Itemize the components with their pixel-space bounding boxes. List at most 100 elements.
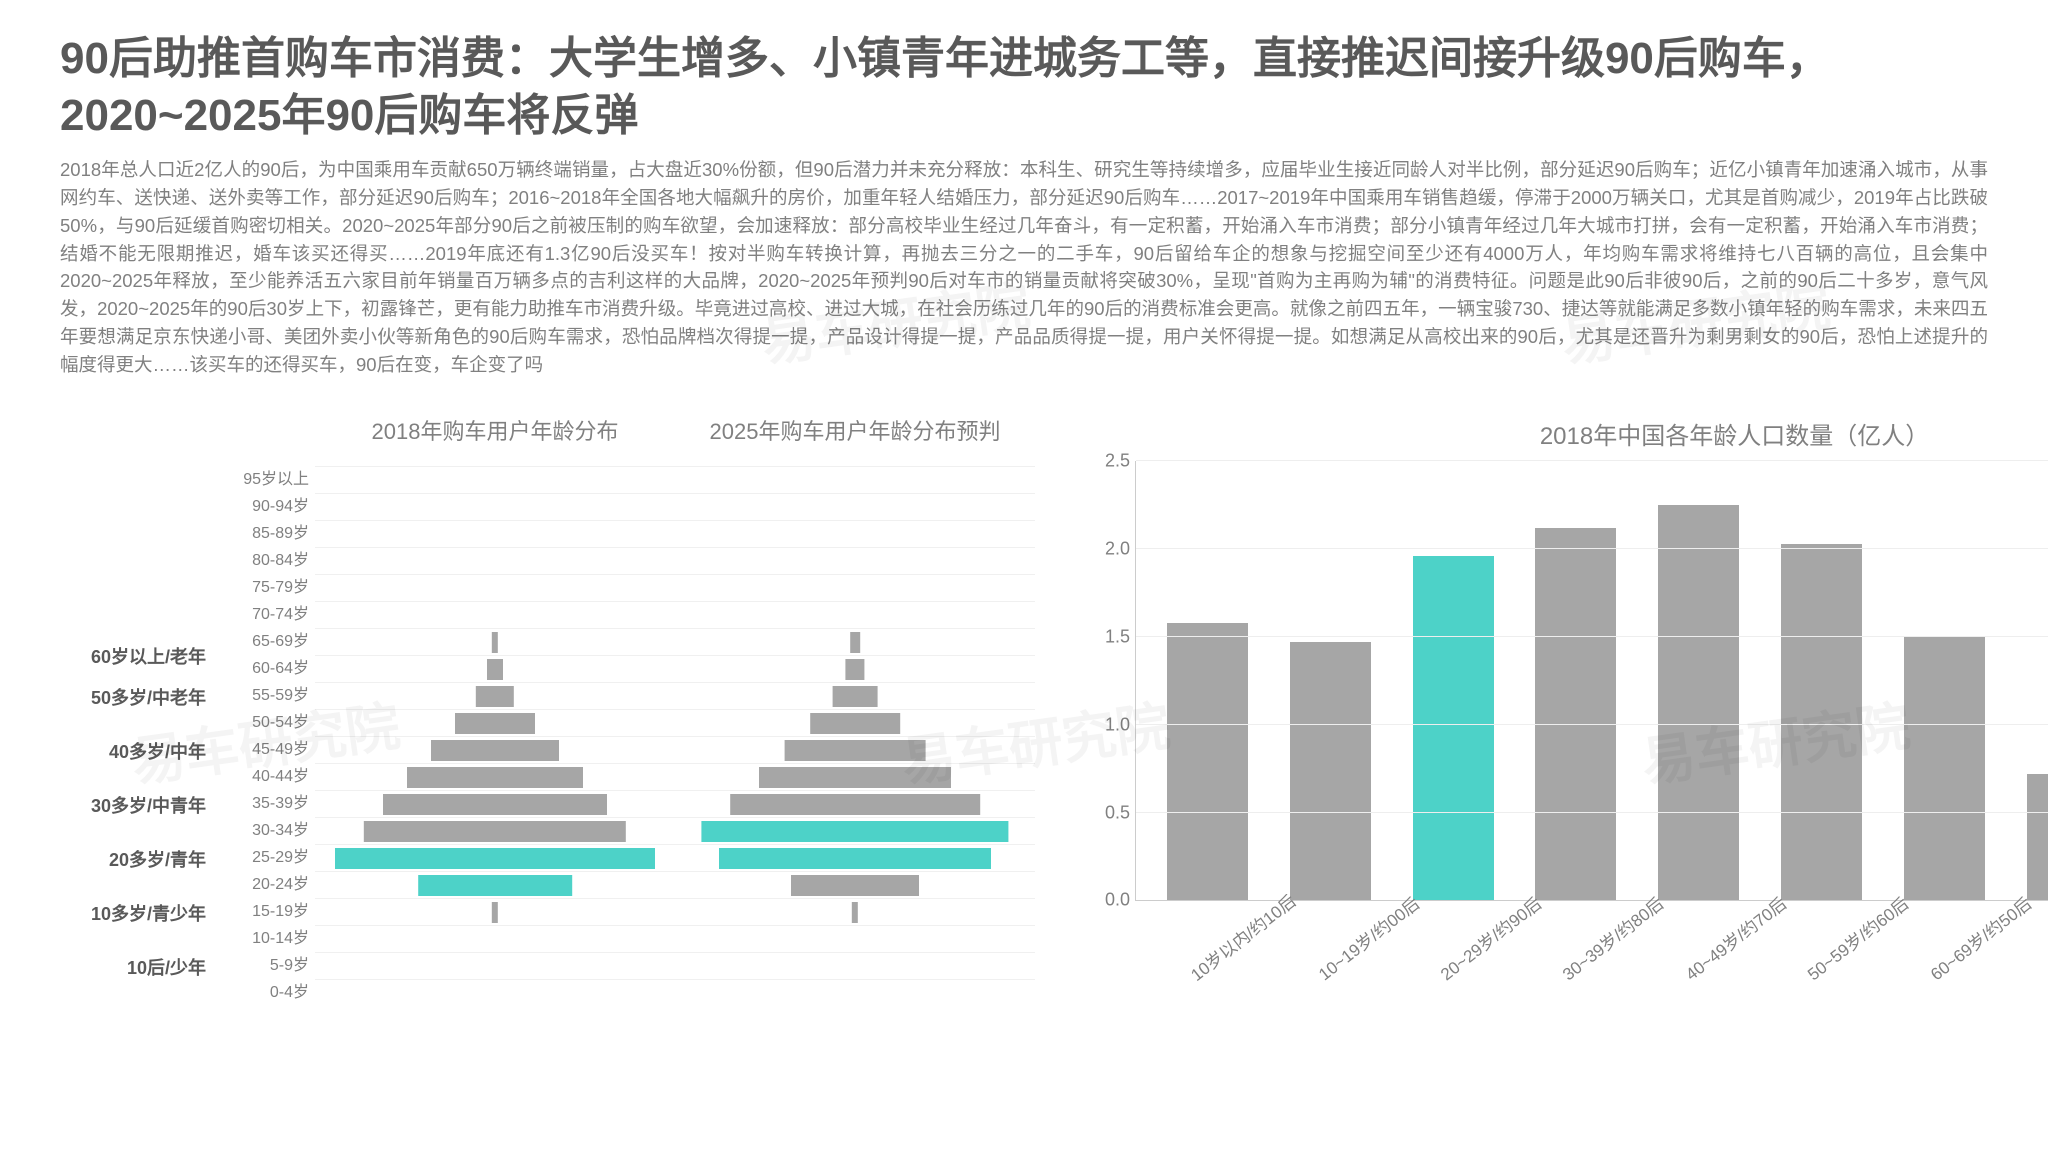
- age-bin-label: 45-49岁: [210, 736, 315, 763]
- pyramid-row: [675, 763, 1035, 790]
- y-tick-label: 1.0: [1086, 714, 1130, 735]
- age-group-label: 40多岁/中年: [109, 738, 206, 764]
- pyramid-bar: [810, 713, 900, 734]
- y-gridline: [1136, 812, 2048, 813]
- age-bin-label: 20-24岁: [210, 871, 315, 898]
- age-bin-label: 10-14岁: [210, 925, 315, 952]
- age-bin-label: 35-39岁: [210, 790, 315, 817]
- pyramid-row: [675, 952, 1035, 979]
- pyramid-row: [675, 547, 1035, 574]
- body-paragraph: 2018年总人口近2亿人的90后，为中国乘用车贡献650万辆终端销量，占大盘近3…: [60, 156, 1988, 378]
- pyramid-bar: [455, 713, 535, 734]
- age-bin-label: 60-64岁: [210, 655, 315, 682]
- pyramid-bar: [487, 659, 503, 680]
- y-gridline: [1136, 724, 2048, 725]
- y-gridline: [1136, 460, 2048, 461]
- pyramid-row: [675, 520, 1035, 547]
- pyramid-2018-body: [315, 466, 675, 1006]
- pyramid-bar: [335, 848, 655, 869]
- age-bin-label: 50-54岁: [210, 709, 315, 736]
- age-bin-labels: 95岁以上90-94岁85-89岁80-84岁75-79岁70-74岁65-69…: [210, 406, 315, 1046]
- pyramid-bar: [492, 632, 498, 653]
- bar-slot: [1269, 461, 1392, 900]
- pyramid-row: [315, 682, 675, 709]
- pyramid-2018-title: 2018年购车用户年龄分布: [315, 414, 675, 446]
- y-tick-label: 2.5: [1086, 451, 1130, 472]
- pyramid-row: [675, 493, 1035, 520]
- bar-plot-area: 0.00.51.01.52.02.5: [1135, 461, 2048, 901]
- age-bin-label: 25-29岁: [210, 844, 315, 871]
- age-bin-label: 5-9岁: [210, 952, 315, 979]
- pyramid-row: [315, 520, 675, 547]
- y-gridline: [1136, 636, 2048, 637]
- age-bin-label: 80-84岁: [210, 547, 315, 574]
- bar-chart-title: 2018年中国各年龄人口数量（亿人）: [1075, 416, 2048, 451]
- pyramid-row: [675, 898, 1035, 925]
- pyramid-row: [675, 466, 1035, 493]
- pyramid-row: [315, 925, 675, 952]
- y-tick-label: 2.0: [1086, 539, 1130, 560]
- pyramid-bar: [476, 686, 514, 707]
- pyramid-bar: [364, 821, 626, 842]
- bar-slot: [1760, 461, 1883, 900]
- bar: [1658, 505, 1739, 900]
- pyramid-bar: [383, 794, 607, 815]
- pyramid-row: [315, 601, 675, 628]
- age-group-labels: 60岁以上/老年50多岁/中老年40多岁/中年30多岁/中青年20多岁/青年10…: [60, 406, 210, 1046]
- pyramid-bar: [719, 848, 991, 869]
- pyramid-bar: [845, 659, 864, 680]
- pyramid-row: [315, 493, 675, 520]
- population-bar-chart: 2018年中国各年龄人口数量（亿人） 0.00.51.01.52.02.5 10…: [1075, 406, 2048, 1046]
- pyramid-row: [315, 547, 675, 574]
- pyramid-row: [315, 952, 675, 979]
- pyramid-2018: 2018年购车用户年龄分布: [315, 406, 675, 1046]
- pyramid-row: [675, 682, 1035, 709]
- charts-row: 60岁以上/老年50多岁/中老年40多岁/中年30多岁/中青年20多岁/青年10…: [60, 406, 1988, 1046]
- pyramid-bar: [852, 902, 858, 923]
- age-bin-label: 0-4岁: [210, 979, 315, 1006]
- age-bin-label: 65-69岁: [210, 628, 315, 655]
- age-bin-label: 75-79岁: [210, 574, 315, 601]
- bar: [1535, 528, 1616, 900]
- pyramid-row: [675, 736, 1035, 763]
- pyramid-2025: 2025年购车用户年龄分布预判: [675, 406, 1035, 1046]
- bar-slot: [1146, 461, 1269, 900]
- age-group-label: 20多岁/青年: [109, 846, 206, 872]
- page-title: 90后助推首购车市消费：大学生增多、小镇青年进城务工等，直接推迟间接升级90后购…: [60, 30, 1988, 144]
- pyramid-row: [675, 655, 1035, 682]
- pyramid-row: [315, 736, 675, 763]
- pyramid-row: [675, 601, 1035, 628]
- pyramid-row: [315, 817, 675, 844]
- pyramid-row: [315, 763, 675, 790]
- pyramid-row: [315, 574, 675, 601]
- pyramid-row: [675, 628, 1035, 655]
- pyramid-bar: [407, 767, 583, 788]
- y-tick-label: 0.5: [1086, 802, 1130, 823]
- pyramid-row: [675, 790, 1035, 817]
- pyramid-bar: [730, 794, 980, 815]
- bar: [1413, 556, 1494, 900]
- bar-slot: [1883, 461, 2006, 900]
- pyramid-row: [675, 844, 1035, 871]
- pyramid-bar: [701, 821, 1008, 842]
- pyramid-row: [675, 709, 1035, 736]
- pyramid-row: [675, 817, 1035, 844]
- pyramid-row: [315, 655, 675, 682]
- pyramid-row: [315, 871, 675, 898]
- bar-slot: [2006, 461, 2048, 900]
- bar-slot: [1514, 461, 1637, 900]
- pyramid-row: [315, 790, 675, 817]
- pyramid-bar: [492, 902, 498, 923]
- pyramid-bar: [833, 686, 878, 707]
- bar-slot: [1637, 461, 1760, 900]
- bar-x-labels: 10岁以内/约10后10~19岁/约00后20~29岁/约90后30~39岁/约…: [1135, 907, 2048, 987]
- pyramid-row: [675, 979, 1035, 1006]
- y-gridline: [1136, 548, 2048, 549]
- pyramid-2025-body: [675, 466, 1035, 1006]
- age-bin-label: 95岁以上: [210, 466, 315, 493]
- bar: [1781, 544, 1862, 900]
- age-bin-label: 30-34岁: [210, 817, 315, 844]
- age-group-label: 30多岁/中青年: [91, 792, 206, 818]
- pyramid-row: [315, 844, 675, 871]
- age-bin-label: 40-44岁: [210, 763, 315, 790]
